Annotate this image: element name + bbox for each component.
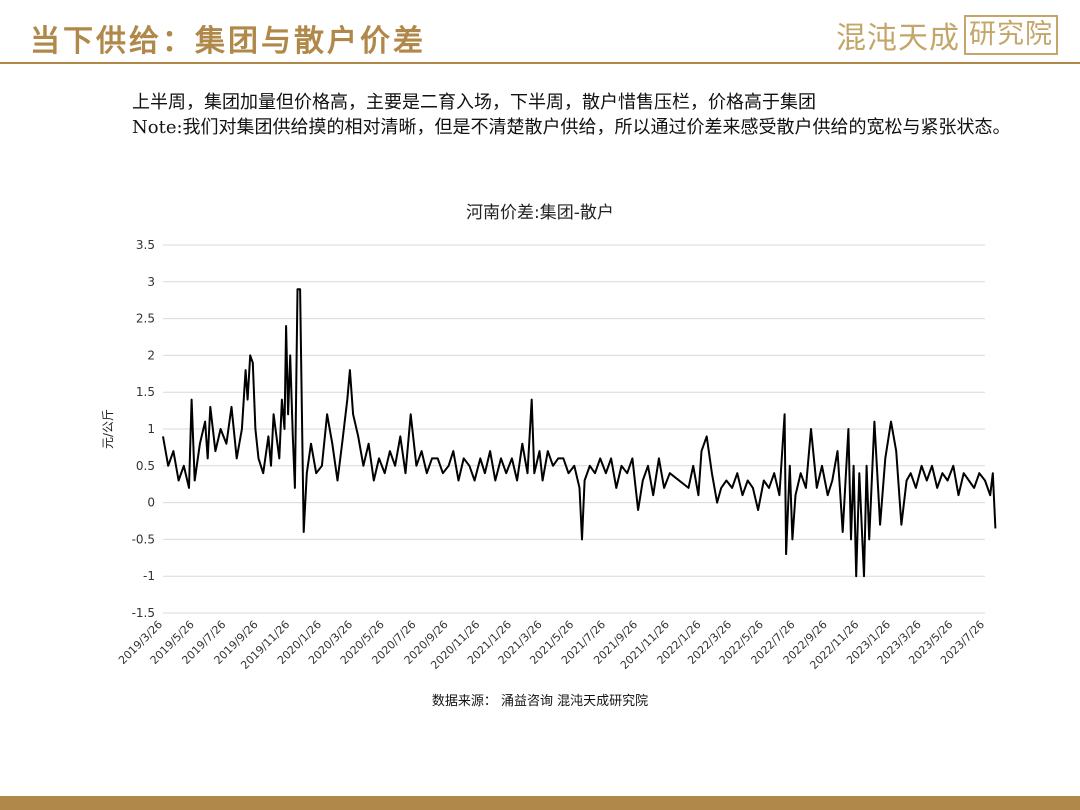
paragraph-1: 上半周，集团加量但价格高，主要是二育入场，下半周，散户惜售压栏，价格高于集团 bbox=[132, 92, 816, 113]
paragraph-2: Note:我们对集团供给摸的相对清晰，但是不清楚散户供给，所以通过价差来感受散户… bbox=[132, 117, 1011, 138]
y-tick-label: 2.5 bbox=[136, 312, 155, 326]
series-layer bbox=[162, 288, 997, 578]
spread-chart: 河南价差:集团-散户 元/公斤 -1.5 -1 -0.5 0 0.5 1 1.5 2 2.5 3 3… bbox=[0, 190, 1080, 720]
y-tick-label: 2 bbox=[147, 348, 155, 362]
y-tick-label: -0.5 bbox=[132, 532, 155, 546]
chart-svg: 河南价差:集团-散户 元/公斤 -1.5 -1 -0.5 0 0.5 1 1.5 2 2.5 3 3… bbox=[101, 203, 997, 672]
data-source-note: 数据来源： 涌益咨询 混沌天成研究院 bbox=[431, 694, 649, 709]
y-tick-label: 0.5 bbox=[136, 459, 155, 473]
y-tick-label: 3.5 bbox=[136, 238, 155, 252]
commentary-block: 上半周，集团加量但价格高，主要是二育入场，下半周，散户惜售压栏，价格高于集团 N… bbox=[80, 90, 1040, 140]
x-tick-labels: 2019/3/262019/5/262019/7/262019/9/262019… bbox=[116, 618, 987, 672]
chart-title: 河南价差:集团-散户 bbox=[466, 203, 614, 223]
footer-bar bbox=[0, 796, 1080, 810]
y-axis-label: 元/公斤 bbox=[101, 409, 115, 449]
y-tick-labels: -1.5 -1 -0.5 0 0.5 1 1.5 2 2.5 3 3.5 bbox=[132, 238, 155, 620]
y-tick-label: 0 bbox=[147, 496, 155, 510]
y-tick-label: -1 bbox=[143, 569, 155, 583]
header-divider bbox=[0, 62, 1080, 64]
y-tick-label: -1.5 bbox=[132, 606, 155, 620]
gridlines bbox=[163, 244, 985, 614]
logo-box-text: 研究院 bbox=[964, 15, 1058, 55]
y-tick-label: 1 bbox=[147, 422, 155, 436]
y-tick-label: 1.5 bbox=[136, 385, 155, 399]
page-title: 当下供给：集团与散户价差 bbox=[30, 24, 426, 59]
logo-main-text: 混沌天成 bbox=[836, 21, 960, 56]
series-line bbox=[162, 288, 997, 578]
y-tick-label: 3 bbox=[147, 275, 155, 289]
brand-logo: 混沌天成 研究院 bbox=[836, 13, 1058, 57]
